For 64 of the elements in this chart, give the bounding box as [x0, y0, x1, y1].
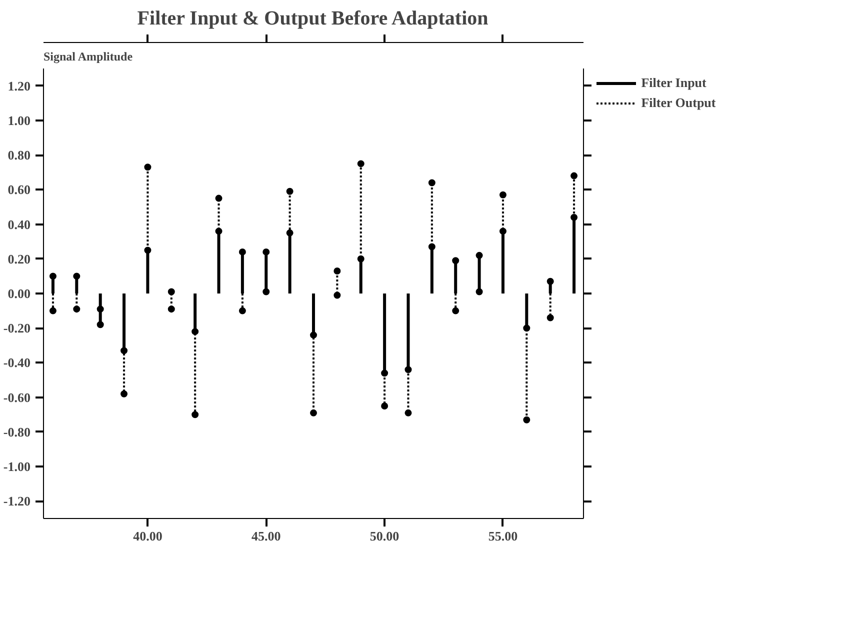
point — [144, 246, 152, 254]
point — [73, 306, 80, 313]
point — [404, 366, 412, 374]
x-tick-label: 55.00 — [488, 528, 518, 544]
point — [570, 214, 578, 221]
y-tick-label: -0.80 — [3, 424, 31, 440]
point — [428, 179, 436, 186]
point — [262, 248, 270, 256]
point — [73, 272, 80, 280]
point — [357, 160, 364, 168]
y-tick-label: 0.20 — [8, 251, 30, 266]
point — [192, 411, 199, 418]
point — [286, 188, 294, 195]
point — [310, 332, 317, 339]
point — [404, 409, 412, 416]
y-tick-label: -1.00 — [3, 459, 31, 474]
point — [546, 314, 554, 322]
point — [144, 164, 152, 171]
y-tick-label: 0.60 — [8, 182, 30, 198]
point — [96, 321, 104, 328]
point — [381, 370, 388, 377]
point — [546, 278, 554, 285]
point — [476, 252, 483, 259]
point — [215, 228, 222, 235]
point — [381, 402, 388, 410]
y-tick-label: 0.80 — [8, 148, 30, 163]
point — [49, 272, 56, 280]
legend-label: Filter Input — [641, 75, 706, 91]
point — [452, 307, 460, 314]
y-tick-label: -0.20 — [3, 320, 31, 336]
point — [120, 390, 128, 398]
point — [523, 324, 530, 332]
legend-label: Filter Output — [641, 95, 716, 111]
point — [310, 409, 317, 416]
x-tick-label: 50.00 — [370, 528, 400, 544]
y-tick-label: 0.00 — [8, 286, 30, 301]
y-tick-label: 1.20 — [8, 78, 30, 94]
y-tick-label: -0.40 — [3, 355, 31, 370]
point — [499, 191, 506, 198]
point — [334, 268, 341, 274]
y-tick-label: 1.00 — [8, 112, 30, 128]
point — [499, 228, 506, 235]
point — [238, 248, 246, 256]
point — [570, 172, 578, 180]
y-tick-label: 0.40 — [8, 216, 30, 232]
point — [238, 307, 246, 314]
point — [168, 288, 175, 296]
point — [452, 257, 460, 264]
point — [334, 292, 341, 299]
point — [49, 307, 56, 314]
x-tick-label: 45.00 — [252, 528, 281, 544]
point — [357, 255, 364, 262]
point — [286, 229, 294, 236]
point — [215, 194, 222, 202]
point — [120, 347, 128, 354]
point — [523, 416, 530, 424]
point — [192, 328, 199, 336]
point — [428, 243, 436, 250]
y-tick-label: -0.60 — [3, 390, 31, 405]
point — [168, 306, 175, 313]
y-tick-label: -1.20 — [3, 494, 31, 509]
x-tick-label: 40.00 — [133, 528, 162, 544]
y-axis-title: Signal Amplitude — [44, 50, 134, 64]
chart-title: Filter Input & Output Before Adaptation — [137, 8, 488, 30]
